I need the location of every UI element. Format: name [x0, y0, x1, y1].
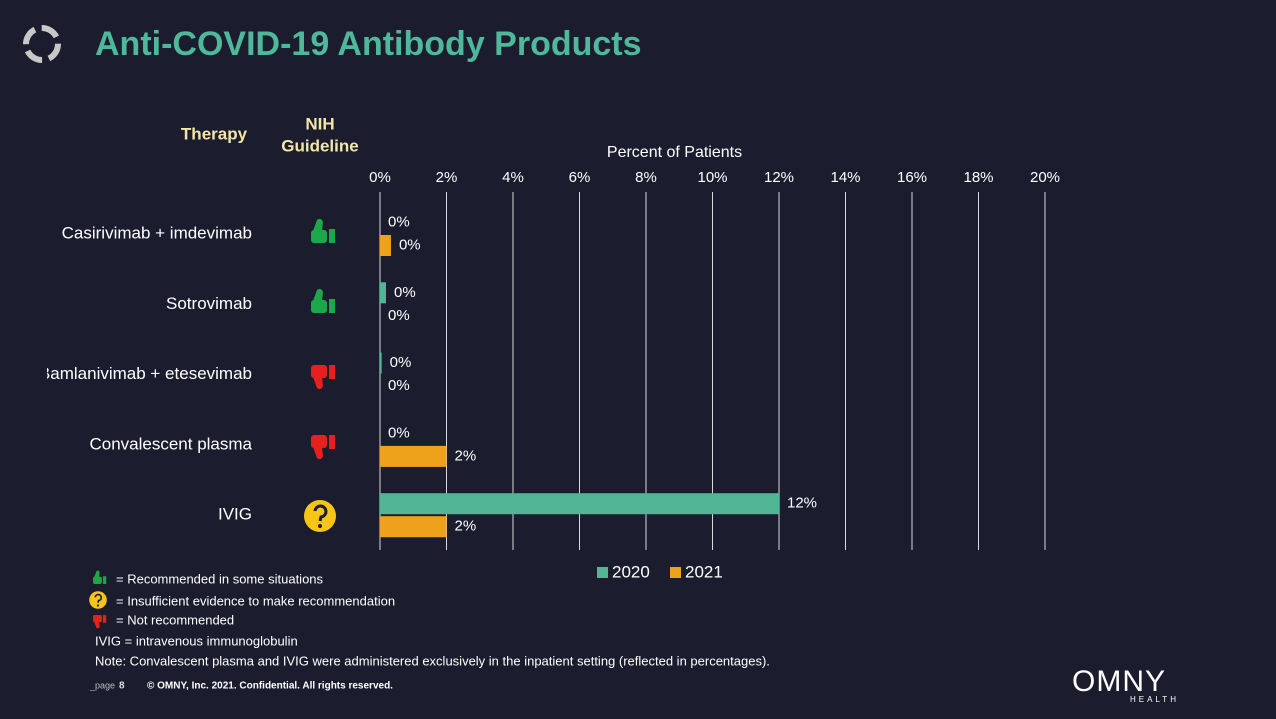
x-tick-label: 0% [369, 169, 391, 186]
legend-label: 2021 [685, 562, 723, 581]
key-icon [88, 590, 108, 610]
x-tick-label: 18% [963, 169, 993, 186]
logo-text: OMNY [1072, 665, 1166, 698]
bar [380, 516, 447, 538]
value-label: 2% [455, 447, 477, 464]
value-label: 0% [388, 213, 410, 230]
logo-subtext: HEALTH [1130, 695, 1179, 704]
x-axis-title: Percent of Patients [607, 144, 742, 161]
category-label: Bamlanivimab + etesevimab [39, 364, 252, 383]
thumbs-down-icon [311, 365, 335, 390]
value-label: 0% [388, 377, 410, 394]
bar [380, 352, 382, 374]
value-label: 0% [390, 354, 412, 371]
chart: Percent of Patients 0% 2% 4% 6% 8% 10% 12% 14% 16… [39, 144, 1060, 581]
value-label: 0% [394, 284, 416, 301]
logo-mark [23, 25, 61, 63]
x-tick-label: 20% [1030, 169, 1060, 186]
x-tick-label: 16% [897, 169, 927, 186]
page-prefix: _page [89, 680, 115, 690]
key-icon [93, 570, 107, 584]
page-number: 8 [119, 681, 125, 692]
key-icon [93, 615, 107, 629]
question-icon [302, 498, 338, 534]
value-label: 0% [399, 236, 421, 253]
thumbs-down-icon [311, 435, 335, 460]
x-tick-label: 6% [569, 169, 591, 186]
column-header: Guideline [281, 136, 358, 155]
key-text: = Not recommended [116, 612, 234, 627]
bar [380, 282, 386, 304]
thumbs-up-icon [311, 218, 335, 243]
legend-swatch [597, 567, 608, 578]
legend-label: 2020 [612, 562, 650, 581]
key-text: = Insufficient evidence to make recommen… [116, 593, 395, 608]
x-tick-label: 12% [764, 169, 794, 186]
x-tick-label: 8% [635, 169, 657, 186]
x-tick-label: 2% [436, 169, 458, 186]
category-label: IVIG [218, 505, 252, 524]
thumbs-up-icon [311, 288, 335, 313]
value-label: 12% [787, 495, 817, 512]
x-tick-label: 14% [830, 169, 860, 186]
category-label: Casirivimab + imdevimab [62, 223, 252, 242]
key-text: = Recommended in some situations [116, 571, 324, 586]
bar [380, 445, 447, 467]
x-tick-label: 10% [697, 169, 727, 186]
title: Anti-COVID-19 Antibody Products [95, 25, 642, 63]
copyright: © OMNY, Inc. 2021. Confidential. All rig… [147, 681, 393, 692]
value-label: 2% [455, 518, 477, 535]
note: IVIG = intravenous immunoglobulin [95, 633, 298, 648]
legend-swatch [670, 567, 681, 578]
x-tick-label: 4% [502, 169, 524, 186]
category-label: Convalescent plasma [89, 434, 252, 453]
value-label: 0% [388, 424, 410, 441]
column-header: Therapy [181, 124, 248, 143]
note: Note: Convalescent plasma and IVIG were … [95, 653, 770, 668]
value-label: 0% [388, 307, 410, 324]
category-label: Sotrovimab [166, 294, 252, 313]
bar [380, 493, 779, 515]
bar [380, 235, 391, 256]
column-header: NIH [305, 114, 334, 133]
